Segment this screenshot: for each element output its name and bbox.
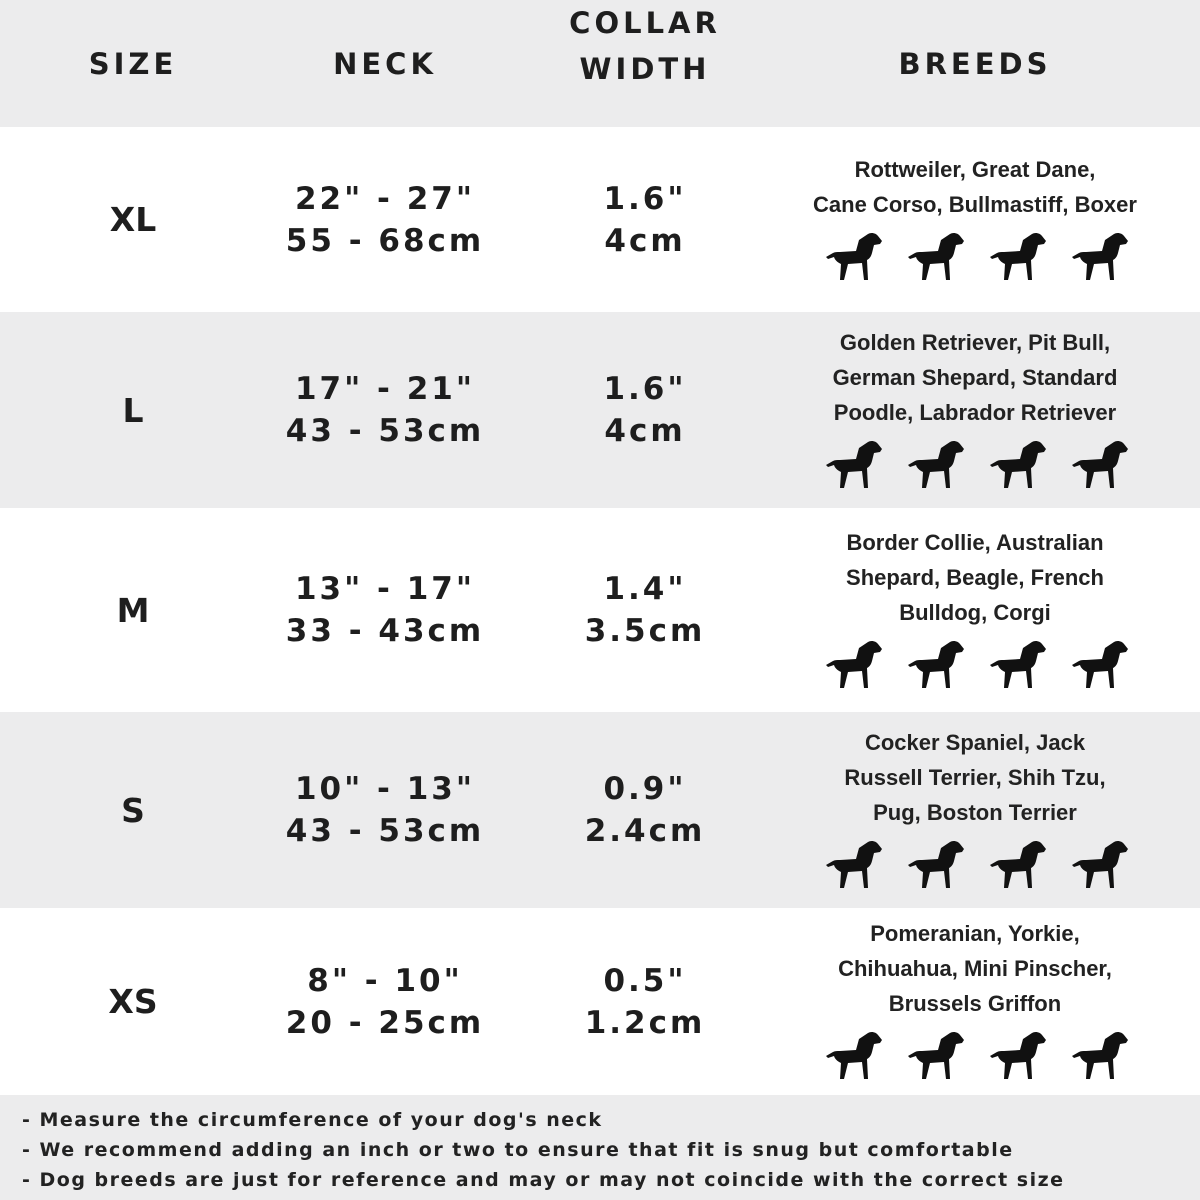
note: - Dog breeds are just for reference and … xyxy=(22,1169,1065,1191)
breed-icons xyxy=(820,228,1130,288)
corgi-icon xyxy=(1066,636,1130,696)
width-cm: 4cm xyxy=(604,222,686,259)
width-inches: 0.9" xyxy=(603,771,687,807)
neck-inches: 17" - 21" xyxy=(294,371,476,407)
width-cm: 4cm xyxy=(604,413,686,449)
breed-line: Bulldog, Corgi xyxy=(899,599,1051,625)
neck-inches: 22" - 27" xyxy=(294,180,476,217)
shih-tzu-icon xyxy=(984,836,1048,896)
breed-icons xyxy=(820,436,1130,496)
width-cm: 2.4cm xyxy=(584,813,706,849)
size-row: XL 22" - 27" 55 - 68cm 1.6" 4cm Rottweiler… xyxy=(0,127,1200,312)
breed-line: Pomeranian, Yorkie, xyxy=(870,921,1080,946)
width-inches: 0.5" xyxy=(603,962,687,999)
size-row: XS 8" - 10" 20 - 25cm 0.5" 1.2cm Pomerania… xyxy=(0,908,1200,1095)
breed-icons xyxy=(820,1027,1130,1087)
breed-list: Pomeranian, Yorkie, Chihuahua, Mini Pinsc… xyxy=(838,916,1112,1021)
great-dane-icon xyxy=(902,228,966,288)
header-width: WIDTH xyxy=(579,51,711,86)
width-inches: 1.6" xyxy=(603,180,687,217)
size-label: S xyxy=(121,790,145,830)
breed-line: Cocker Spaniel, Jack xyxy=(864,729,1086,755)
cocker-spaniel-icon xyxy=(820,836,884,896)
neck-inches: 13" - 17" xyxy=(294,571,476,607)
breed-line: Russell Terrier, Shih Tzu, xyxy=(844,764,1106,790)
size-label: L xyxy=(122,390,144,430)
pug-icon xyxy=(1066,836,1130,896)
breed-line: German Shepard, Standard xyxy=(832,364,1118,390)
neck-inches: 8" - 10" xyxy=(307,962,463,999)
cane-corso-icon xyxy=(984,228,1048,288)
bullmastiff-icon xyxy=(1066,228,1130,288)
neck-cm: 33 - 43cm xyxy=(285,613,485,649)
french-bulldog-icon xyxy=(984,636,1048,696)
breed-line: Golden Retriever, Pit Bull, xyxy=(839,329,1111,355)
golden-retriever-icon xyxy=(820,436,884,496)
breed-line: Brussels Griffon xyxy=(888,991,1062,1016)
width-inches: 1.4" xyxy=(603,571,687,607)
note: - We recommend adding an inch or two to … xyxy=(22,1139,1014,1161)
pomeranian-icon xyxy=(820,1027,884,1087)
size-label: M xyxy=(116,590,150,630)
rottweiler-icon xyxy=(820,228,884,288)
mini-pinscher-icon xyxy=(1066,1027,1130,1087)
header-collar: COLLAR xyxy=(569,5,721,40)
breed-icons xyxy=(820,636,1130,696)
breed-list: Border Collie, Australian Shepard, Beagle… xyxy=(846,525,1104,630)
table-header: SIZE NECK COLLAR WIDTH BREEDS xyxy=(0,0,1200,127)
notes: - Measure the circumference of your dog'… xyxy=(0,1095,1200,1200)
breed-line: Chihuahua, Mini Pinscher, xyxy=(838,956,1112,981)
breed-line: Cane Corso, Bullmastiff, Boxer xyxy=(813,191,1137,217)
neck-cm: 43 - 53cm xyxy=(285,813,485,849)
breed-line: Rottweiler, Great Dane, xyxy=(854,156,1096,182)
note: - Measure the circumference of your dog'… xyxy=(22,1109,603,1131)
size-row: L 17" - 21" 43 - 53cm 1.6" 4cm Golden Retr… xyxy=(0,312,1200,508)
breed-list: Golden Retriever, Pit Bull, German Shepar… xyxy=(833,325,1118,430)
width-cm: 3.5cm xyxy=(584,613,706,649)
breed-icons xyxy=(820,836,1130,896)
header-neck: NECK xyxy=(333,46,437,81)
yorkie-icon xyxy=(902,1027,966,1087)
size-label: XL xyxy=(109,200,157,239)
breed-line: Pug, Boston Terrier xyxy=(873,799,1077,825)
neck-inches: 10" - 13" xyxy=(294,771,476,807)
width-inches: 1.6" xyxy=(603,371,687,407)
german-shepherd-icon xyxy=(1066,436,1130,496)
chihuahua-icon xyxy=(984,1027,1048,1087)
breed-line: Border Collie, Australian xyxy=(846,529,1104,555)
breed-line: Poodle, Labrador Retriever xyxy=(833,399,1117,425)
poodle-icon xyxy=(984,436,1048,496)
size-row: S 10" - 13" 43 - 53cm 0.9" 2.4cm Cocker Sp… xyxy=(0,712,1200,908)
neck-cm: 55 - 68cm xyxy=(285,222,485,259)
breed-list: Rottweiler, Great Dane, Cane Corso, Bullm… xyxy=(813,152,1137,222)
header-size: SIZE xyxy=(88,46,178,81)
border-collie-icon xyxy=(820,636,884,696)
breed-line: Shepard, Beagle, French xyxy=(846,564,1104,590)
neck-cm: 43 - 53cm xyxy=(285,413,485,449)
size-row: M 13" - 17" 33 - 43cm 1.4" 3.5cm Border Co… xyxy=(0,508,1200,712)
jack-russell-icon xyxy=(902,836,966,896)
breed-list: Cocker Spaniel, Jack Russell Terrier, Shi… xyxy=(844,725,1105,830)
neck-cm: 20 - 25cm xyxy=(285,1004,485,1041)
beagle-icon xyxy=(902,636,966,696)
labrador-icon xyxy=(902,436,966,496)
width-cm: 1.2cm xyxy=(584,1004,706,1041)
size-label: XS xyxy=(108,982,158,1021)
header-breeds: BREEDS xyxy=(898,46,1052,81)
